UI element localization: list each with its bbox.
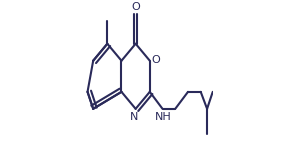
Text: N: N: [130, 112, 138, 122]
Text: NH: NH: [155, 112, 172, 122]
Text: O: O: [152, 55, 160, 65]
Text: O: O: [131, 2, 140, 12]
